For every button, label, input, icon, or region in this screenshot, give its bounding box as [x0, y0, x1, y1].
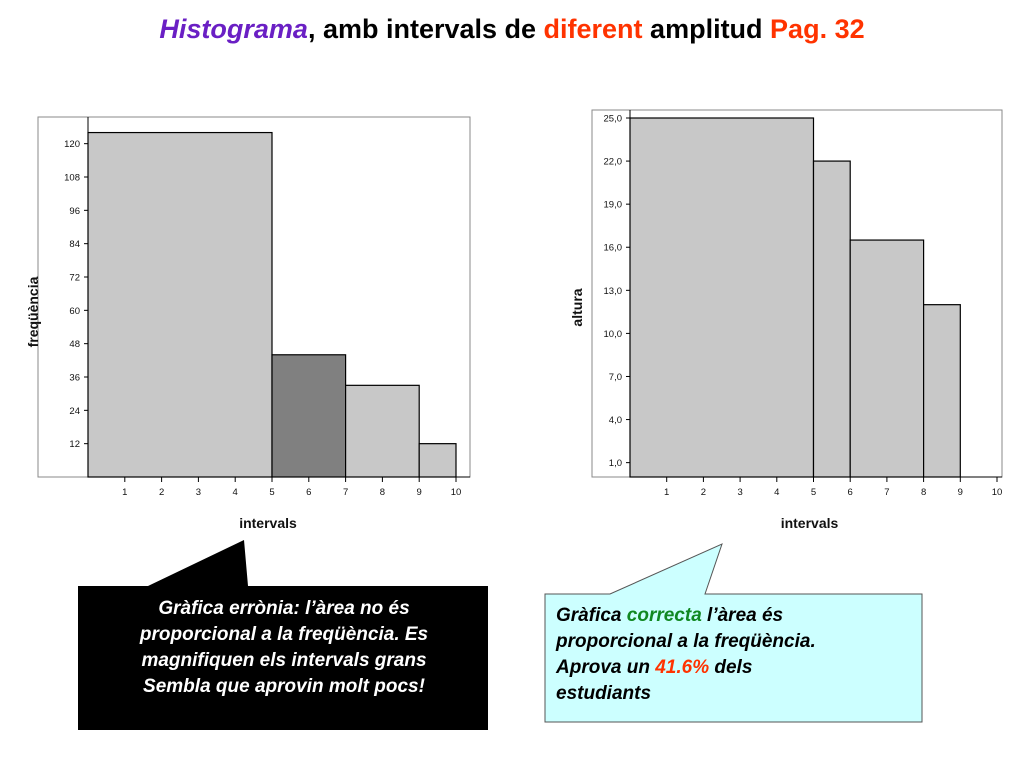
y-tick-label: 108 — [64, 173, 80, 184]
x-tick-label: 3 — [737, 487, 742, 498]
callout-right-line-4: estudiants — [556, 683, 652, 704]
histogram-bar — [345, 384, 420, 478]
callout-right-aprova: Aprova un — [556, 657, 656, 678]
callout-left-text: Gràfica errònia: l’àrea no és proporcion… — [84, 596, 484, 700]
x-tick-label: 1 — [122, 487, 127, 498]
x-tick-label: 8 — [380, 487, 385, 498]
y-tick-label: 10,0 — [604, 329, 623, 340]
callout-left-line-4: Sembla que aprovin molt pocs! — [143, 676, 425, 697]
histogram-bar — [849, 239, 925, 478]
callout-left-line-1: Gràfica errònia: l’àrea no és — [158, 598, 410, 619]
x-tick-label: 9 — [958, 487, 963, 498]
callout-right-percent: 41.6% — [655, 657, 710, 678]
y-tick-label: 36 — [69, 373, 80, 384]
x-tick-label: 7 — [884, 487, 889, 498]
title-histograma: Histograma — [159, 14, 308, 44]
y-tick-label: 19,0 — [604, 200, 623, 211]
x-tick-label: 4 — [774, 487, 779, 498]
callout-left-box — [78, 540, 488, 730]
y-tick-label: 96 — [69, 206, 80, 217]
x-tick-label: 6 — [848, 487, 853, 498]
title-text-2: amplitud — [642, 14, 771, 44]
x-tick-label: 5 — [811, 487, 816, 498]
callout-left-line-2: proporcional a la freqüència. Es — [139, 624, 429, 645]
x-tick-label: 8 — [921, 487, 926, 498]
title-page-ref: Pag. 32 — [770, 14, 865, 44]
callout-right-text: Gràfica correcta l’àrea és proporcional … — [556, 603, 916, 707]
y-tick-label: 7,0 — [609, 372, 622, 383]
x-tick-label: 2 — [159, 487, 164, 498]
y-tick-label: 13,0 — [604, 286, 623, 297]
callout-right-correcta: correcta — [626, 605, 702, 626]
y-tick-label: 72 — [69, 273, 80, 284]
x-axis-title: intervals — [781, 515, 839, 531]
callout-right-grafica: Gràfica — [556, 605, 627, 626]
slide-title: Histograma, amb intervals de diferent am… — [0, 14, 1024, 45]
y-axis-title: freqüència — [25, 276, 41, 347]
y-tick-label: 22,0 — [604, 157, 623, 168]
x-tick-label: 7 — [343, 487, 348, 498]
x-axis-title: intervals — [239, 515, 297, 531]
title-text-1: , amb intervals de — [307, 14, 544, 44]
x-tick-label: 2 — [701, 487, 706, 498]
callout-right-line-2: proporcional a la freqüència. — [556, 631, 816, 652]
y-tick-label: 120 — [64, 139, 80, 150]
histogram-bar — [629, 117, 815, 478]
histogram-bar — [922, 304, 961, 478]
histogram-bar — [87, 131, 273, 478]
x-tick-label: 9 — [417, 487, 422, 498]
y-tick-label: 12 — [69, 439, 80, 450]
x-tick-label: 3 — [196, 487, 201, 498]
title-diferent: diferent — [543, 14, 643, 44]
histogram-bar — [271, 354, 347, 478]
callout-right-line-1: Gràfica correcta l’àrea és — [556, 603, 916, 629]
x-tick-label: 6 — [306, 487, 311, 498]
callout-right-box — [544, 543, 923, 723]
histogram-bar — [812, 160, 851, 478]
y-tick-label: 84 — [69, 239, 80, 250]
x-tick-label: 4 — [233, 487, 238, 498]
x-tick-label: 10 — [451, 487, 462, 498]
callout-right-line-3: Aprova un 41.6% dels — [556, 655, 916, 681]
y-tick-label: 1,0 — [609, 458, 622, 469]
y-tick-label: 48 — [69, 339, 80, 350]
y-tick-label: 4,0 — [609, 415, 622, 426]
x-tick-label: 1 — [664, 487, 669, 498]
y-tick-label: 25,0 — [604, 114, 623, 125]
y-tick-label: 16,0 — [604, 243, 623, 254]
callout-right-dels: dels — [709, 657, 753, 678]
x-tick-label: 10 — [992, 487, 1003, 498]
callout-left-line-3: magnifiquen els intervals grans — [141, 650, 427, 671]
y-tick-label: 24 — [69, 406, 80, 417]
x-tick-label: 5 — [269, 487, 274, 498]
y-axis-title: altura — [569, 288, 585, 326]
callout-right-area: l’àrea és — [701, 605, 784, 626]
y-tick-label: 60 — [69, 306, 80, 317]
